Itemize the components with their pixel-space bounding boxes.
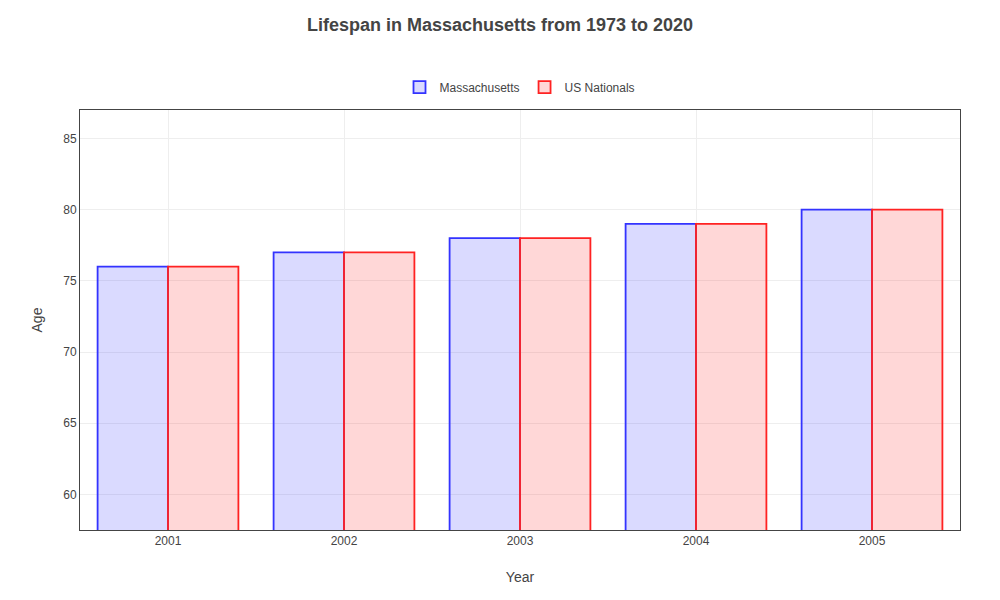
svg-text:2003: 2003 (507, 534, 534, 548)
svg-text:Year: Year (506, 569, 535, 585)
svg-text:75: 75 (63, 274, 77, 288)
svg-text:Lifespan in Massachusetts from: Lifespan in Massachusetts from 1973 to 2… (307, 15, 693, 35)
svg-text:85: 85 (63, 132, 77, 146)
svg-text:Age: Age (29, 307, 45, 332)
svg-text:2005: 2005 (859, 534, 886, 548)
svg-text:Massachusetts: Massachusetts (440, 81, 520, 95)
svg-text:2001: 2001 (155, 534, 182, 548)
svg-text:80: 80 (63, 203, 77, 217)
svg-text:US Nationals: US Nationals (565, 81, 635, 95)
svg-text:60: 60 (63, 488, 77, 502)
svg-text:2004: 2004 (683, 534, 710, 548)
svg-text:70: 70 (63, 345, 77, 359)
svg-text:65: 65 (63, 416, 77, 430)
svg-text:2002: 2002 (331, 534, 358, 548)
